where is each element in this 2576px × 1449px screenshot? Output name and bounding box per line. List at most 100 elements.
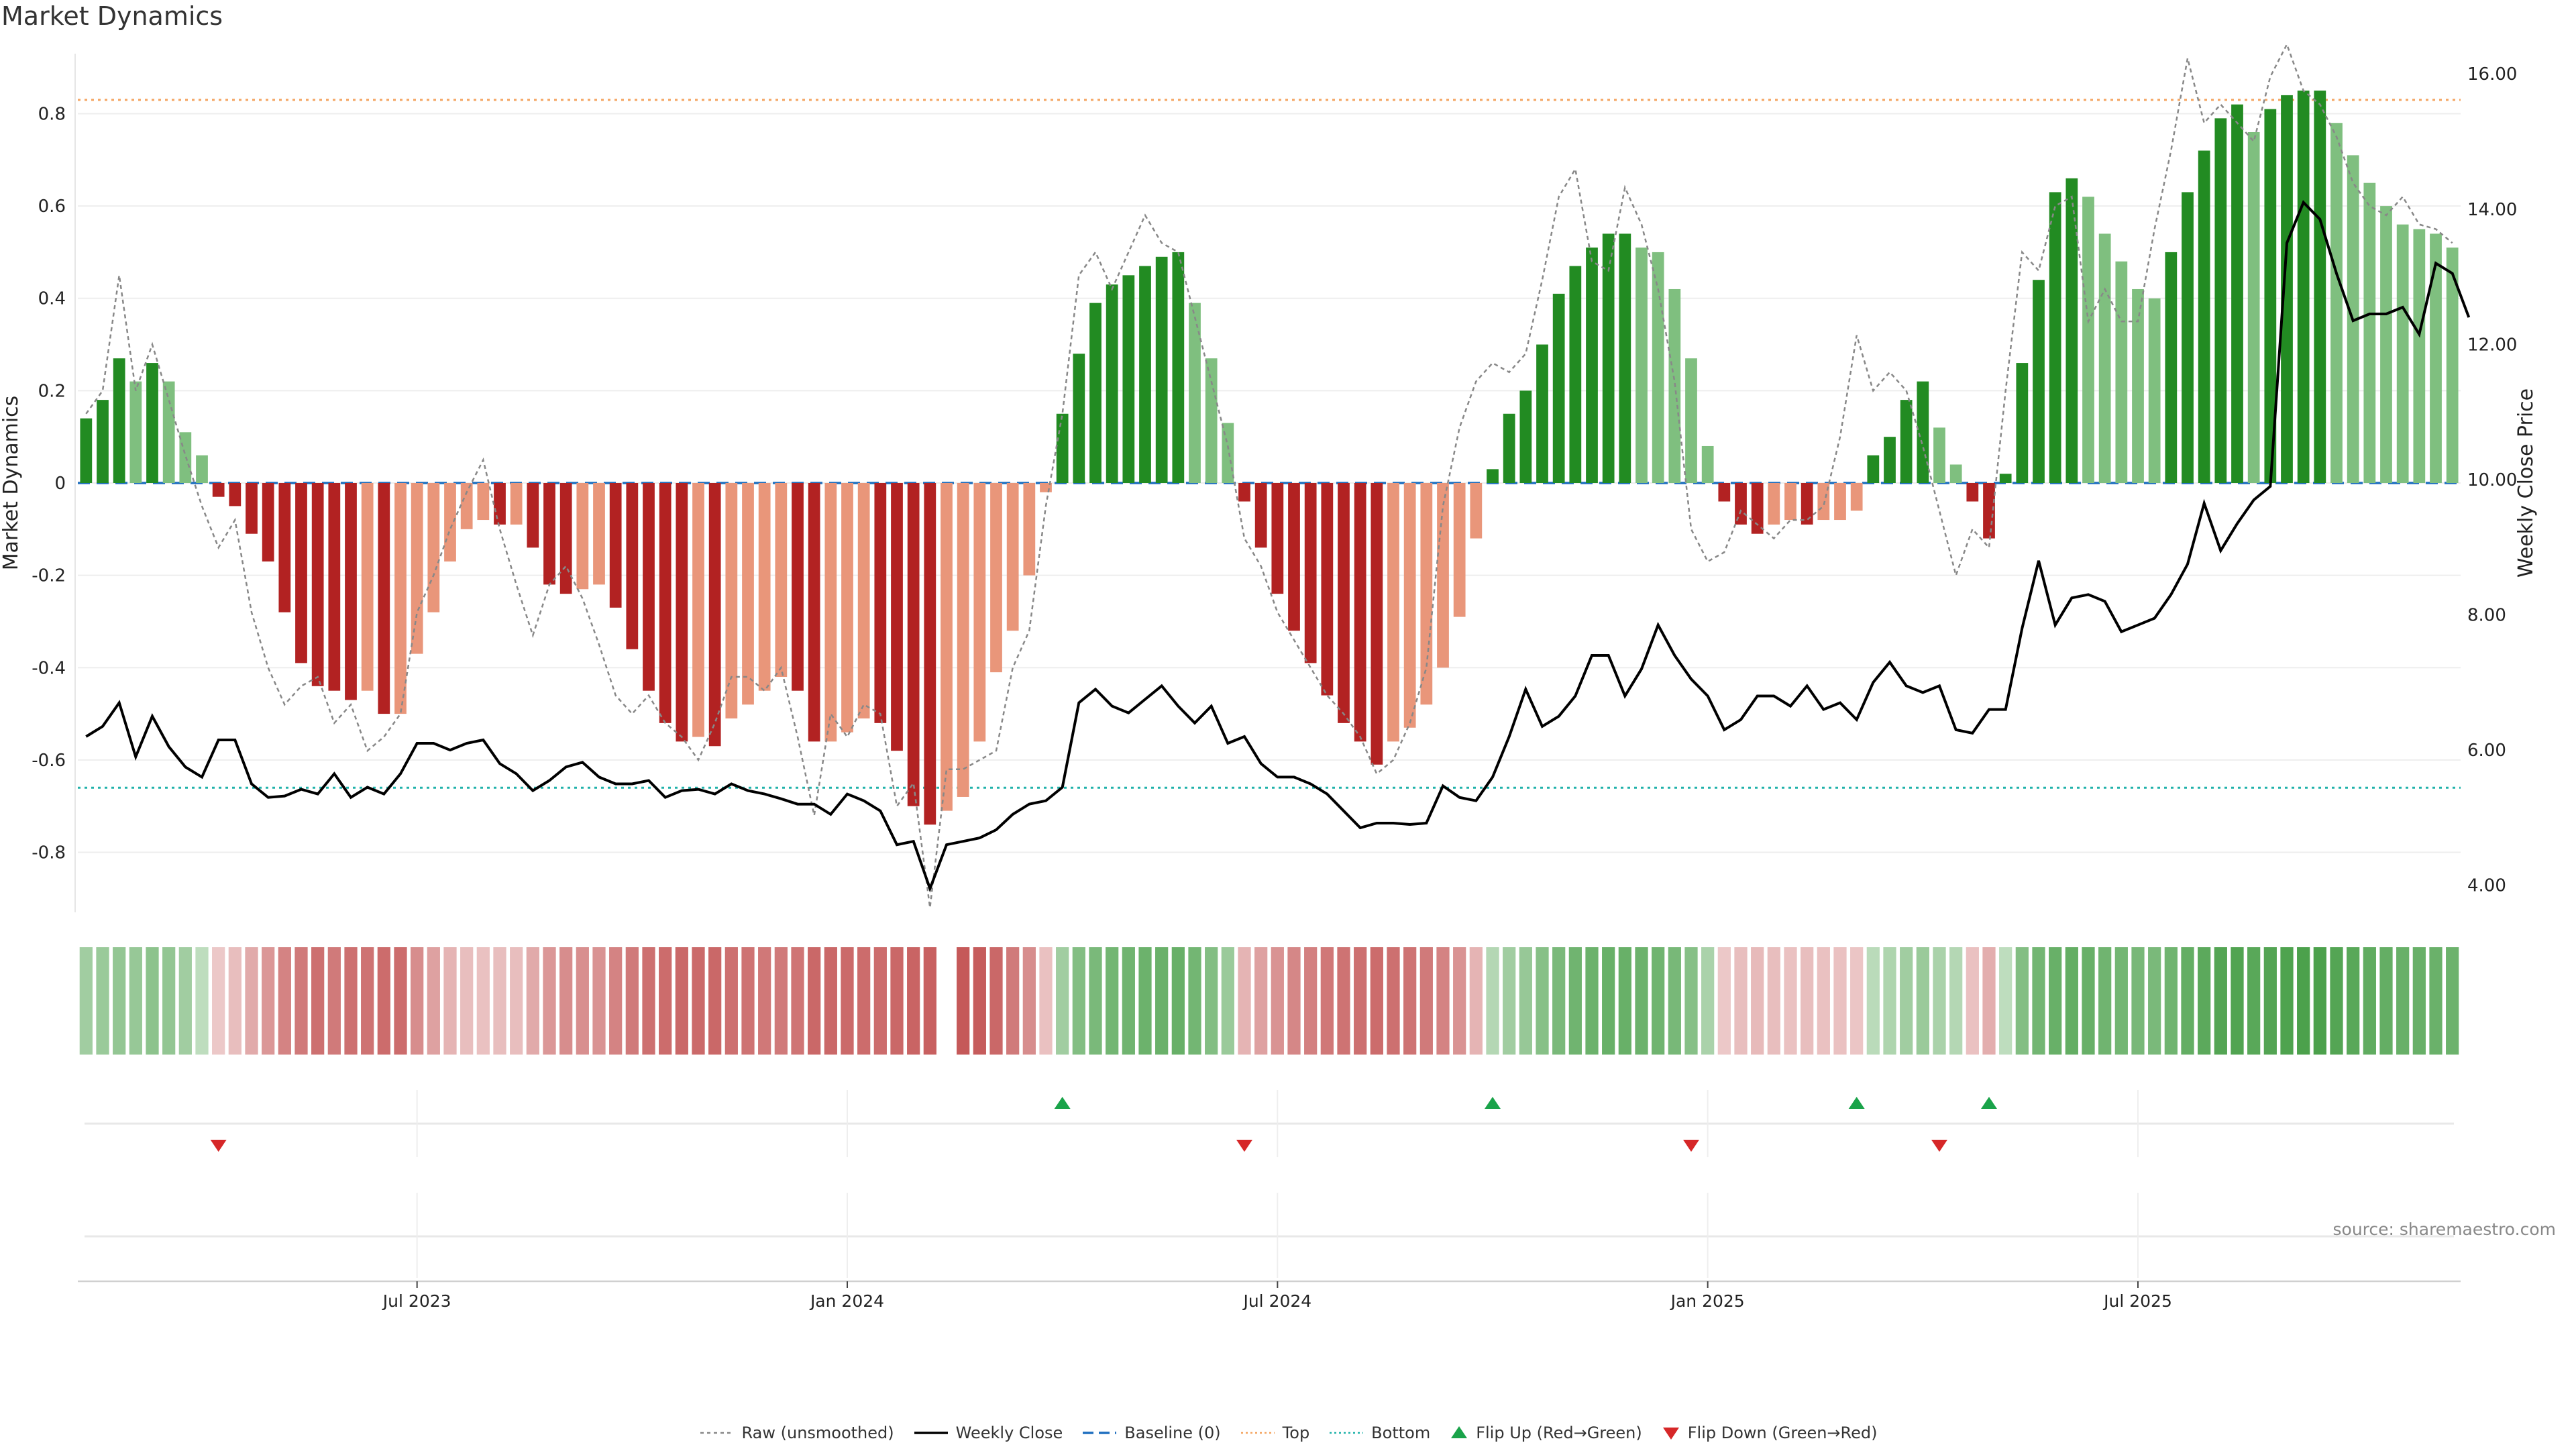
right-tick-label: 16.00: [2467, 64, 2517, 85]
dynamics-bar: [2264, 109, 2277, 484]
intensity-cell: [1568, 947, 1582, 1055]
intensity-cell: [113, 947, 126, 1055]
dynamics-bar: [444, 483, 456, 561]
intensity-cell: [675, 947, 688, 1055]
dynamics-bar: [1569, 266, 1582, 483]
legend-baseline-swatch: [1083, 1432, 1117, 1434]
dynamics-bar: [427, 483, 440, 612]
grid-lines: [78, 113, 2461, 853]
flip-down-marker: [1683, 1140, 1699, 1152]
intensity-cell: [625, 947, 639, 1055]
intensity-cell: [774, 947, 788, 1055]
dynamics-bar: [725, 483, 738, 718]
dynamics-bar: [1602, 233, 1615, 483]
dynamics-bar: [129, 381, 142, 483]
intensity-cell: [2148, 947, 2161, 1055]
dynamics-bar: [2082, 197, 2094, 483]
dynamics-bar: [2430, 233, 2442, 483]
dynamics-bar: [2247, 131, 2260, 483]
dynamics-bar: [1023, 483, 1036, 576]
dynamics-bar: [1288, 483, 1300, 631]
legend-top-swatch: [1240, 1432, 1275, 1434]
left-tick-label: 0.8: [38, 104, 66, 124]
dynamics-bar: [543, 483, 555, 585]
dynamics-bar: [510, 483, 523, 525]
intensity-cell: [1370, 947, 1383, 1055]
dynamics-bar: [1586, 248, 1598, 483]
flip-up-marker: [1485, 1097, 1501, 1109]
intensity-cell: [1254, 947, 1268, 1055]
intensity-cell: [1453, 947, 1466, 1055]
dynamics-bar: [527, 483, 539, 548]
legend-item-flip-up: Flip Up (Red→Green): [1449, 1424, 1642, 1442]
intensity-cell: [1801, 947, 1814, 1055]
flip-up-icon: [1451, 1426, 1468, 1438]
dynamics-bar: [692, 483, 704, 737]
dynamics-bar: [361, 483, 374, 691]
right-axis: 16.00 14.00 12.00 10.00 8.00 6.00 4.00 Weekly C…: [2467, 64, 2538, 896]
intensity-cell: [2114, 947, 2128, 1055]
dynamics-bar: [1371, 483, 1383, 765]
legend-raw-label: Raw (unsmoothed): [741, 1424, 894, 1442]
dynamics-bar: [2148, 298, 2161, 483]
dynamics-bar: [378, 483, 390, 714]
left-tick-label: -0.2: [32, 566, 66, 586]
dynamics-bar: [907, 483, 920, 806]
legend-item-bottom: Bottom: [1328, 1424, 1430, 1442]
legend-item-baseline: Baseline (0): [1081, 1424, 1221, 1442]
dynamics-bar: [2016, 363, 2029, 483]
dynamics-bar: [1834, 483, 1846, 521]
dynamics-bar: [841, 483, 853, 733]
intensity-cell: [278, 947, 291, 1055]
left-tick-label: -0.6: [32, 751, 66, 771]
dynamics-bar: [2363, 182, 2376, 483]
intensity-cell: [1982, 947, 1996, 1055]
dynamics-bar: [1321, 483, 1334, 696]
dynamics-bar: [1701, 445, 1714, 483]
intensity-cell: [2214, 947, 2227, 1055]
x-axis: Jul 2023 Jan 2024 Jul 2024 Jan 2025 Jul 2025: [78, 1280, 2461, 1311]
dynamics-bar: [990, 483, 1002, 673]
intensity-cell: [1304, 947, 1318, 1055]
dynamics-bar: [1685, 358, 1697, 483]
intensity-cell: [427, 947, 440, 1055]
dynamics-bar: [2214, 118, 2227, 483]
intensity-cell: [262, 947, 275, 1055]
intensity-cell: [724, 947, 738, 1055]
dynamics-bar: [1254, 483, 1267, 548]
dynamics-bar: [1900, 400, 1913, 483]
intensity-cell: [1751, 947, 1764, 1055]
dynamics-bar: [212, 483, 225, 497]
dynamics-bar: [924, 483, 936, 825]
intensity-cell: [708, 947, 722, 1055]
dynamics-bar: [278, 483, 291, 612]
intensity-cell: [1486, 947, 1499, 1055]
intensity-cell: [526, 947, 539, 1055]
dynamics-bar: [1006, 483, 1019, 631]
intensity-cell: [1419, 947, 1433, 1055]
intensity-cell: [1287, 947, 1301, 1055]
intensity-cell: [1320, 947, 1334, 1055]
intensity-cell: [1403, 947, 1417, 1055]
intensity-cell: [344, 947, 358, 1055]
intensity-cell: [2098, 947, 2112, 1055]
intensity-cell: [1966, 947, 1979, 1055]
left-axis-title: Market Dynamics: [0, 396, 23, 571]
dynamics-bar: [2033, 280, 2045, 483]
intensity-cell: [1684, 947, 1698, 1055]
flip-down-marker: [1236, 1140, 1252, 1152]
intensity-cell: [79, 947, 93, 1055]
intensity-cell: [1618, 947, 1631, 1055]
legend-bottom-swatch: [1330, 1432, 1364, 1434]
left-tick-label: 0.6: [38, 197, 66, 217]
intensity-cell: [394, 947, 407, 1055]
intensity-cell: [146, 947, 159, 1055]
intensity-cell: [2247, 947, 2261, 1055]
intensity-cell: [294, 947, 308, 1055]
intensity-cell: [2049, 947, 2062, 1055]
intensity-cell: [1089, 947, 1102, 1055]
dynamics-bar: [957, 483, 969, 797]
intensity-cell: [1056, 947, 1069, 1055]
dynamics-bar: [808, 483, 820, 742]
dynamics-bar: [792, 483, 804, 691]
